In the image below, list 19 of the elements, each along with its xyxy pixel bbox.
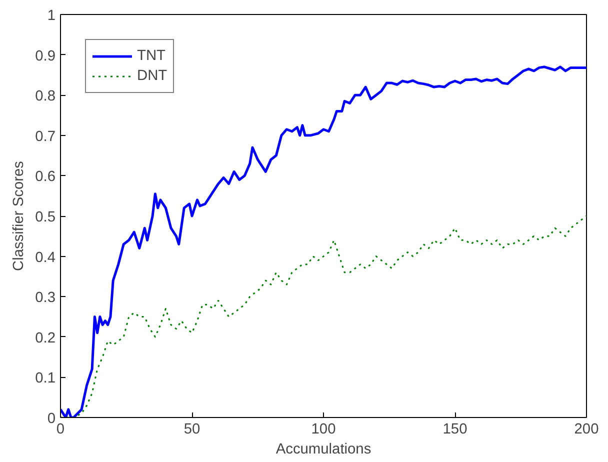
y-tick-label: 0.3 xyxy=(35,290,56,306)
y-tick-label: 0.1 xyxy=(35,370,56,387)
y-axis-title: Classifier Scores xyxy=(11,161,28,271)
y-tick-label: 0.7 xyxy=(35,128,56,145)
legend-label: DNT xyxy=(137,68,168,84)
x-tick-label: 100 xyxy=(311,422,336,438)
x-axis-title: Accumulations xyxy=(276,442,372,458)
y-tick-label: 1 xyxy=(47,8,56,24)
y-tick-label: 0.6 xyxy=(35,169,56,186)
y-tick-label: 0.8 xyxy=(35,88,56,105)
y-tick-label: 0.4 xyxy=(35,250,56,266)
y-tick-label: 0.2 xyxy=(35,330,56,346)
y-tick-label: 0.5 xyxy=(35,210,56,226)
y-tick-label: 0 xyxy=(47,411,56,427)
x-tick-label: 50 xyxy=(184,422,200,438)
x-tick-label: 150 xyxy=(442,422,468,438)
legend-label: TNT xyxy=(137,48,166,64)
x-tick-label: 200 xyxy=(574,422,599,438)
y-tick-label: 0.9 xyxy=(35,48,56,64)
